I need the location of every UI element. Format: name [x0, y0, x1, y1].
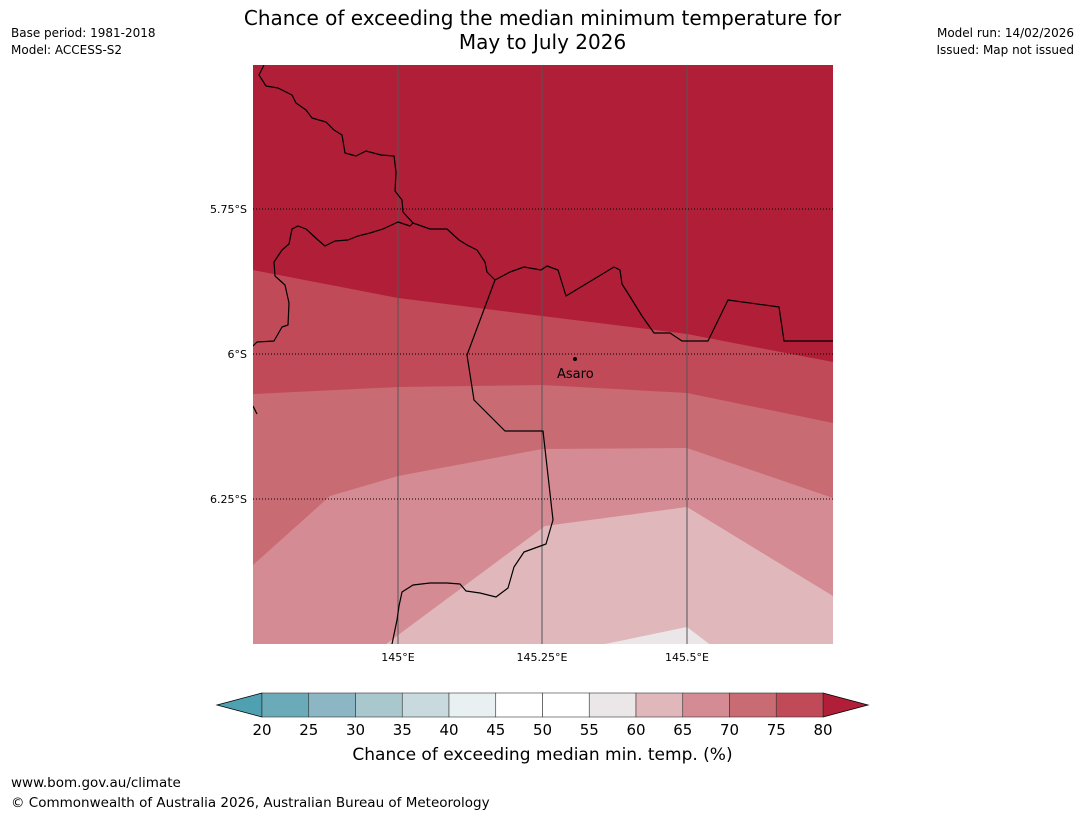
asaro-point: [573, 357, 577, 361]
lat-label-6: 6°S: [228, 348, 247, 361]
colorbar-segment: [588, 692, 637, 718]
colorbar-tick-label: 20: [252, 721, 271, 739]
border-north: [253, 65, 414, 347]
colorbar-tick-label: 35: [393, 721, 412, 739]
province-borders: [253, 65, 833, 644]
colorbar-segment: [542, 692, 590, 718]
model-run-text: Model run: 14/02/2026: [936, 26, 1074, 40]
lat-label-6-25: 6.25°S: [210, 493, 247, 506]
header-info-left: Base period: 1981-2018 Model: ACCESS-S2: [11, 25, 156, 59]
colorbar-tick-label: 70: [720, 721, 739, 739]
border-central-north: [412, 222, 833, 342]
colorbar-segment: [495, 692, 543, 718]
colorbar-segment: [775, 692, 824, 718]
colorbar-tick-label: 75: [767, 721, 786, 739]
colorbar-label: Chance of exceeding median min. temp. (%…: [352, 745, 733, 765]
colorbar-tick-label: 60: [626, 721, 645, 739]
colorbar-segment: [401, 692, 450, 718]
header-info-right: Model run: 14/02/2026 Issued: Map not is…: [936, 25, 1074, 59]
map-title: Chance of exceeding the median minimum t…: [150, 6, 935, 54]
colorbar-segment: [729, 692, 777, 718]
latitude-gridlines: [253, 208, 833, 500]
colorbar-tick-label: 30: [346, 721, 365, 739]
colorbar-tick-label: 80: [813, 721, 832, 739]
band-60-65: [386, 507, 833, 644]
footer-copyright: © Commonwealth of Australia 2026, Austra…: [11, 795, 490, 811]
longitude-labels: 145°E 145.25°E 145.5°E: [381, 651, 709, 664]
latitude-labels: 5.75°S 6°S 6.25°S: [210, 203, 247, 506]
colorbar-tick-label: 40: [439, 721, 458, 739]
lat-label-5-75: 5.75°S: [210, 203, 247, 216]
colorbar: 20 25 30 35 40 45 50 55 60 65 70 75 80: [215, 692, 870, 739]
place-marker-asaro: Asaro: [557, 357, 594, 382]
colorbar-low-extend: [215, 692, 263, 718]
map-fill-layers: [253, 65, 833, 644]
lon-label-145: 145°E: [381, 651, 414, 664]
lon-label-145-5: 145.5°E: [665, 651, 709, 664]
colorbar-segment: [261, 692, 310, 718]
colorbar-tick-label: 50: [533, 721, 552, 739]
lon-label-145-25: 145.25°E: [517, 651, 568, 664]
border-central: [391, 279, 554, 644]
base-period-text: Base period: 1981-2018: [11, 26, 156, 40]
title-line-2: May to July 2026: [458, 30, 627, 54]
band-55-60: [605, 627, 710, 644]
colorbar-segment: [635, 692, 684, 718]
title-line-1: Chance of exceeding the median minimum t…: [243, 6, 842, 30]
issued-text: Issued: Map not issued: [936, 43, 1074, 57]
colorbar-segment: [355, 692, 403, 718]
border-west-notch: [253, 405, 258, 415]
model-text: Model: ACCESS-S2: [11, 43, 123, 57]
colorbar-segment: [308, 692, 356, 718]
colorbar-segment: [682, 692, 730, 718]
colorbar-high-extend: [822, 692, 870, 718]
colorbar-segment: [448, 692, 497, 718]
footer-url[interactable]: www.bom.gov.au/climate: [11, 775, 181, 791]
colorbar-tick-label: 55: [580, 721, 599, 739]
colorbar-tick-label: 65: [673, 721, 692, 739]
colorbar-tick-label: 25: [299, 721, 318, 739]
asaro-label: Asaro: [557, 367, 594, 382]
colorbar-tick-label: 45: [486, 721, 505, 739]
